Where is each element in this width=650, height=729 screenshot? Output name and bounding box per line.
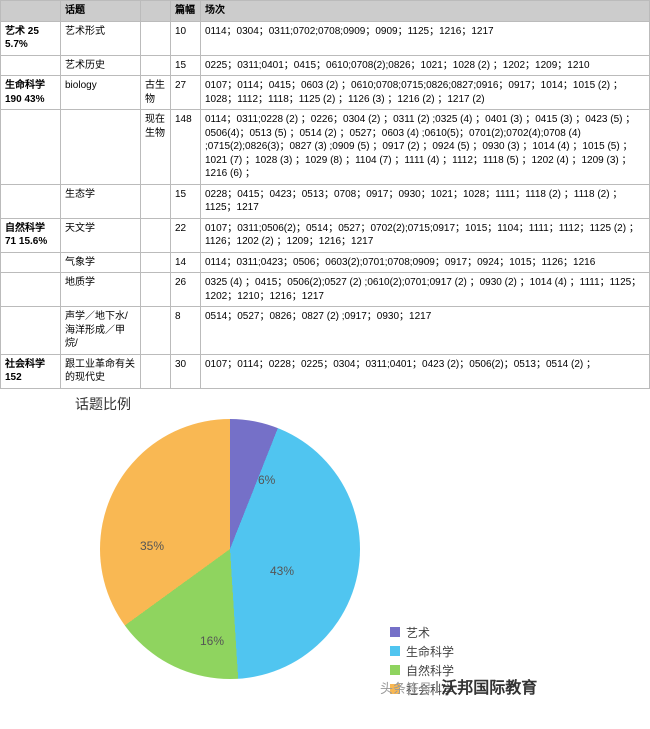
pie-slice-label: 16% bbox=[200, 634, 224, 648]
topic-cell: 跟工业革命有关的现代史 bbox=[61, 354, 141, 388]
topic-cell: 地质学 bbox=[61, 273, 141, 307]
count-cell: 8 bbox=[171, 307, 201, 355]
pie-chart bbox=[100, 419, 360, 679]
sub-cell bbox=[141, 354, 171, 388]
watermark-left: 头条签号 bbox=[380, 681, 432, 696]
pie-slice-label: 43% bbox=[270, 564, 294, 578]
table-row: 生命科学190 43%biology古生物270107；0114；0415；06… bbox=[1, 76, 650, 110]
category-cell: 艺术 25 5.7% bbox=[1, 21, 61, 55]
count-cell: 10 bbox=[171, 21, 201, 55]
col-header: 话题 bbox=[61, 1, 141, 22]
col-header bbox=[1, 1, 61, 22]
detail-cell: 0114；0311;0228 (2) ；0226；0304 (2) ；0311 … bbox=[201, 110, 650, 185]
legend-label: 艺术 bbox=[406, 624, 430, 641]
legend-label: 生命科学 bbox=[406, 643, 454, 660]
topic-cell bbox=[61, 110, 141, 185]
legend-item: 生命科学 bbox=[390, 643, 454, 660]
sub-cell bbox=[141, 21, 171, 55]
category-cell: 社会科学 152 bbox=[1, 354, 61, 388]
topic-cell: 艺术形式 bbox=[61, 21, 141, 55]
topic-cell: 气象学 bbox=[61, 252, 141, 273]
count-cell: 14 bbox=[171, 252, 201, 273]
sub-cell bbox=[141, 55, 171, 76]
topic-cell: biology bbox=[61, 76, 141, 110]
count-cell: 15 bbox=[171, 55, 201, 76]
count-cell: 30 bbox=[171, 354, 201, 388]
table-row: 艺术历史 150225；0311;0401；0415；0610;0708(2);0… bbox=[1, 55, 650, 76]
chart-title: 话题比例 bbox=[75, 394, 131, 414]
topic-cell: 天文学 bbox=[61, 218, 141, 252]
legend-swatch bbox=[390, 627, 400, 637]
count-cell: 27 bbox=[171, 76, 201, 110]
count-cell: 22 bbox=[171, 218, 201, 252]
detail-cell: 0114；0304；0311;0702;0708;0909；0909；1125；… bbox=[201, 21, 650, 55]
pie-chart-section: 话题比例 6%43%16%35% 艺术生命科学自然科学社会科学 头条签号 沃邦国… bbox=[0, 389, 650, 729]
col-header bbox=[141, 1, 171, 22]
detail-cell: 0228；0415；0423；0513；0708；0917；0930；1021；… bbox=[201, 184, 650, 218]
detail-cell: 0107；0114；0415；0603 (2) ；0610;0708;0715;… bbox=[201, 76, 650, 110]
sub-cell: 古生物 bbox=[141, 76, 171, 110]
pie-slice-label: 35% bbox=[140, 539, 164, 553]
detail-cell: 0514；0527；0826；0827 (2) ;0917；0930；1217 bbox=[201, 307, 650, 355]
col-header: 篇幅 bbox=[171, 1, 201, 22]
category-cell bbox=[1, 184, 61, 218]
count-cell: 15 bbox=[171, 184, 201, 218]
sub-cell bbox=[141, 184, 171, 218]
sub-cell bbox=[141, 273, 171, 307]
category-cell bbox=[1, 110, 61, 185]
category-cell bbox=[1, 307, 61, 355]
category-cell bbox=[1, 273, 61, 307]
detail-cell: 0107；0311;0506(2)；0514；0527；0702(2);0715… bbox=[201, 218, 650, 252]
sub-cell: 现在生物 bbox=[141, 110, 171, 185]
detail-cell: 0107；0114；0228；0225；0304；0311;0401；0423 … bbox=[201, 354, 650, 388]
divider-icon bbox=[436, 681, 438, 693]
watermark-right: 沃邦国际教育 bbox=[441, 680, 537, 697]
table-row: 声学／地下水/海洋形成／甲烷/80514；0527；0826；0827 (2) … bbox=[1, 307, 650, 355]
table-row: 艺术 25 5.7%艺术形式 100114；0304；0311;0702;0708… bbox=[1, 21, 650, 55]
category-cell bbox=[1, 252, 61, 273]
topic-cell: 生态学 bbox=[61, 184, 141, 218]
topic-cell: 艺术历史 bbox=[61, 55, 141, 76]
table-row: 地质学 260325 (4) ；0415；0506(2);0527 (2) ;06… bbox=[1, 273, 650, 307]
topic-table: 话题 篇幅场次 艺术 25 5.7%艺术形式 100114；0304；0311;07… bbox=[0, 0, 650, 389]
watermark: 头条签号 沃邦国际教育 bbox=[380, 674, 537, 698]
table-row: 现在生物1480114；0311;0228 (2) ；0226；0304 (2)… bbox=[1, 110, 650, 185]
category-cell: 生命科学190 43% bbox=[1, 76, 61, 110]
category-cell bbox=[1, 55, 61, 76]
sub-cell bbox=[141, 307, 171, 355]
topic-cell: 声学／地下水/海洋形成／甲烷/ bbox=[61, 307, 141, 355]
count-cell: 26 bbox=[171, 273, 201, 307]
table-row: 气象学 140114；0311;0423；0506；0603(2);0701;07… bbox=[1, 252, 650, 273]
sub-cell bbox=[141, 218, 171, 252]
table-row: 自然科学 71 15.6%天文学 220107；0311;0506(2)；0514… bbox=[1, 218, 650, 252]
table-row: 生态学 150228；0415；0423；0513；0708；0917；0930；… bbox=[1, 184, 650, 218]
col-header: 场次 bbox=[201, 1, 650, 22]
count-cell: 148 bbox=[171, 110, 201, 185]
detail-cell: 0325 (4) ；0415；0506(2);0527 (2) ;0610(2)… bbox=[201, 273, 650, 307]
table-row: 社会科学 152跟工业革命有关的现代史 300107；0114；0228；0225… bbox=[1, 354, 650, 388]
detail-cell: 0114；0311;0423；0506；0603(2);0701;0708;09… bbox=[201, 252, 650, 273]
pie-slice-label: 6% bbox=[258, 473, 275, 487]
legend-item: 艺术 bbox=[390, 624, 454, 641]
sub-cell bbox=[141, 252, 171, 273]
category-cell: 自然科学 71 15.6% bbox=[1, 218, 61, 252]
detail-cell: 0225；0311;0401；0415；0610;0708(2);0826；10… bbox=[201, 55, 650, 76]
